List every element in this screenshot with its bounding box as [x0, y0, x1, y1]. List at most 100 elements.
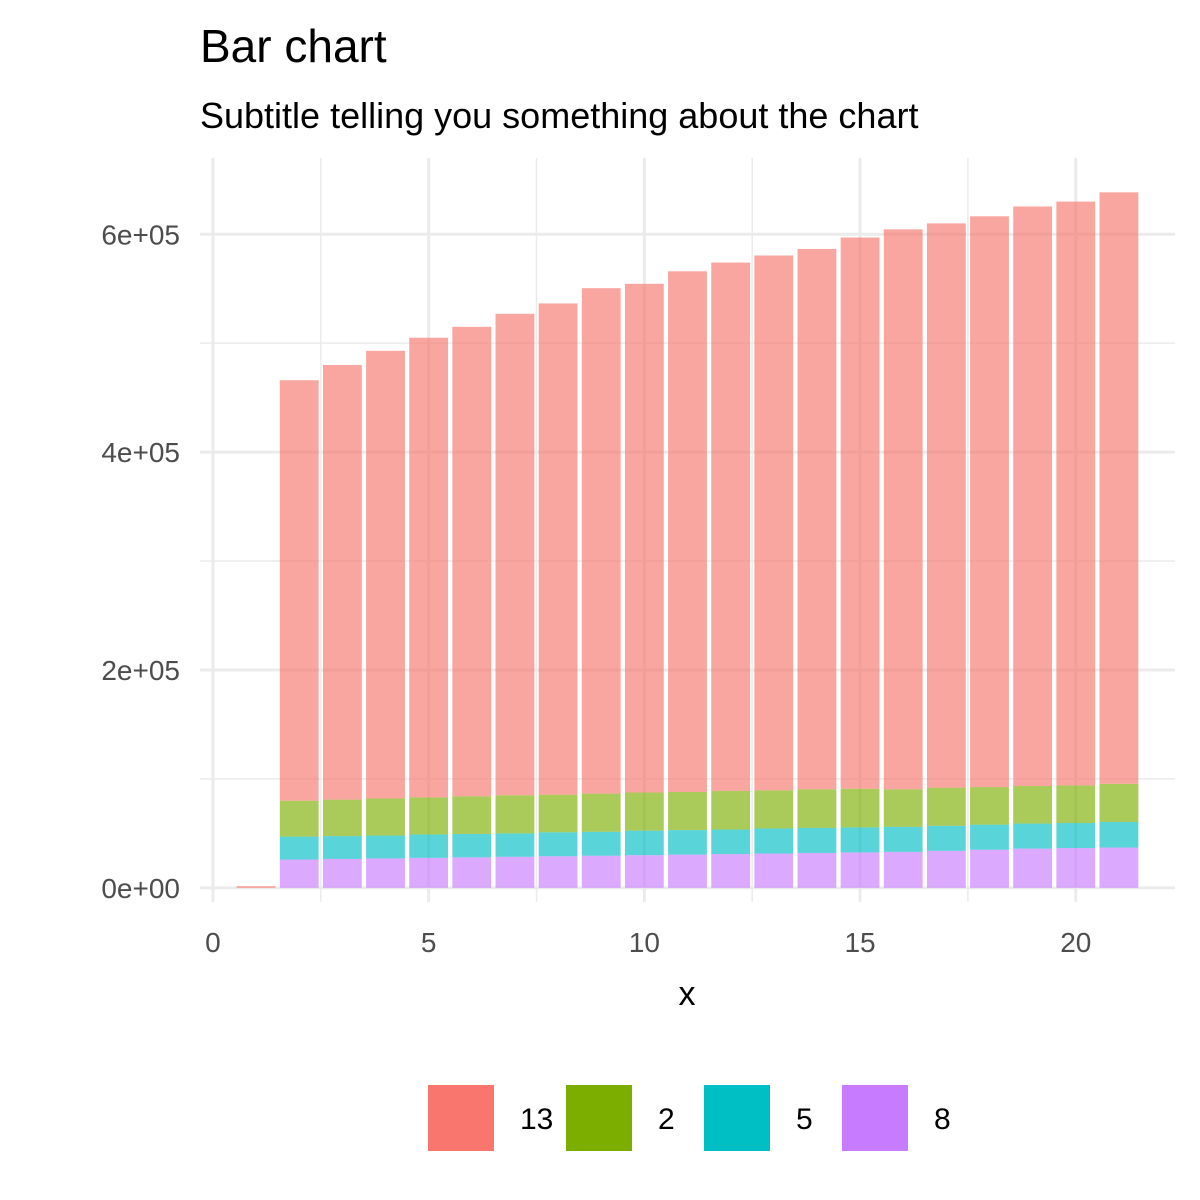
bar-segment-5-x3: [322, 836, 362, 859]
bar-segment-2-x10: [624, 792, 664, 831]
legend-label: 5: [796, 1103, 813, 1136]
bar-segment-2-x12: [711, 790, 751, 830]
legend-item-8: 8: [842, 1085, 951, 1151]
bar-segment-8-x17: [926, 850, 966, 888]
bar-segment-8-x18: [970, 849, 1009, 888]
bar-segment-13-x15: [840, 237, 880, 789]
legend-item-13: 13: [428, 1085, 553, 1151]
bar-segment-13-x7: [495, 313, 535, 796]
bar-segment-2-x14: [797, 789, 837, 828]
bar-segment-8-x20: [1056, 848, 1096, 888]
legend: 13 2 5 8: [428, 1085, 951, 1151]
bar-segment-13-x4: [366, 350, 405, 799]
bar-segment-8-x10: [624, 855, 664, 888]
bar-segment-13-x1: [236, 886, 276, 888]
bar-segment-13-x11: [668, 271, 707, 792]
chart-subtitle: Subtitle telling you something about the…: [200, 95, 918, 136]
x-axis-ticks: 0 5 10 15 20: [205, 927, 1091, 958]
bar-segment-8-x12: [711, 854, 751, 888]
legend-label: 13: [520, 1103, 553, 1136]
chart-title: Bar chart: [200, 20, 387, 72]
x-tick-label: 10: [629, 927, 660, 958]
bar-segment-13-x6: [452, 326, 492, 797]
legend-label: 8: [934, 1103, 951, 1136]
bar-segment-5-x21: [1099, 821, 1139, 848]
bar-segment-5-x10: [624, 830, 664, 856]
bar-segment-8-x8: [538, 856, 578, 888]
bar-segment-2-x9: [581, 793, 621, 832]
bar-segment-13-x17: [926, 223, 966, 788]
bar-segment-8-x13: [754, 853, 794, 888]
bar-segment-13-x12: [711, 262, 751, 791]
bar-segment-8-x2: [279, 859, 319, 888]
y-tick-label: 6e+05: [101, 219, 180, 250]
bar-segment-2-x6: [452, 796, 492, 834]
bar-segment-5-x8: [538, 832, 578, 857]
bars: [236, 192, 1139, 888]
bar-segment-13-x13: [754, 255, 794, 791]
bar-segment-2-x7: [495, 795, 535, 834]
legend-key: [704, 1085, 770, 1151]
bar-segment-2-x4: [366, 798, 405, 836]
bar-segment-13-x9: [581, 288, 621, 794]
bar-segment-8-x6: [452, 857, 492, 888]
bar-segment-5-x11: [668, 830, 707, 855]
x-tick-label: 5: [421, 927, 437, 958]
bar-segment-5-x12: [711, 829, 751, 855]
bar-segment-2-x16: [883, 789, 923, 827]
bar-segment-5-x17: [926, 825, 966, 851]
bar-segment-13-x3: [322, 364, 362, 800]
bar-segment-5-x2: [279, 836, 319, 860]
bar-segment-2-x8: [538, 794, 578, 833]
bar-segment-8-x11: [668, 854, 707, 888]
bar-segment-8-x19: [1013, 848, 1053, 888]
y-tick-label: 2e+05: [101, 655, 180, 686]
legend-key: [842, 1085, 908, 1151]
x-tick-label: 0: [205, 927, 221, 958]
x-tick-label: 15: [844, 927, 875, 958]
bar-segment-8-x9: [581, 855, 621, 888]
plot-panel: [200, 158, 1175, 902]
bar-segment-13-x2: [279, 380, 319, 801]
bar-segment-8-x16: [883, 851, 923, 888]
bar-segment-2-x5: [409, 797, 449, 835]
bar-segment-5-x16: [883, 826, 923, 852]
bar-segment-2-x2: [279, 800, 319, 837]
bar-segment-2-x11: [668, 791, 707, 831]
y-tick-label: 4e+05: [101, 437, 180, 468]
bar-segment-8-x15: [840, 852, 880, 888]
bar-segment-5-x4: [366, 835, 405, 859]
bar-segment-8-x7: [495, 856, 535, 888]
x-axis-title: x: [679, 975, 696, 1013]
bar-segment-13-x5: [409, 337, 449, 798]
bar-segment-5-x5: [409, 834, 449, 858]
x-tick-label: 20: [1060, 927, 1091, 958]
legend-label: 2: [658, 1103, 675, 1136]
bar-segment-13-x18: [970, 216, 1009, 788]
bar-segment-8-x14: [797, 852, 837, 888]
y-tick-label: 0e+00: [101, 873, 180, 904]
legend-key: [566, 1085, 632, 1151]
y-axis-ticks: 0e+00 2e+05 4e+05 6e+05: [101, 219, 180, 904]
bar-segment-13-x8: [538, 303, 578, 795]
legend-key: [428, 1085, 494, 1151]
bar-segment-13-x10: [624, 283, 664, 793]
bar-segment-8-x5: [409, 857, 449, 888]
bar-segment-5-x20: [1056, 823, 1096, 849]
bar-segment-5-x15: [840, 827, 880, 853]
bar-segment-2-x15: [840, 788, 880, 828]
bar-segment-5-x19: [1013, 823, 1053, 849]
bar-segment-2-x17: [926, 787, 966, 826]
bar-segment-2-x21: [1099, 783, 1139, 822]
bar-segment-2-x18: [970, 787, 1009, 825]
bar-segment-2-x19: [1013, 785, 1053, 824]
bar-segment-5-x14: [797, 827, 837, 853]
bar-segment-8-x4: [366, 858, 405, 888]
bar-segment-5-x18: [970, 824, 1009, 850]
bar-segment-2-x13: [754, 790, 794, 829]
bar-segment-8-x3: [322, 858, 362, 888]
bar-segment-2-x3: [322, 799, 362, 837]
legend-item-2: 2: [566, 1085, 675, 1151]
bar-segment-13-x14: [797, 248, 837, 790]
